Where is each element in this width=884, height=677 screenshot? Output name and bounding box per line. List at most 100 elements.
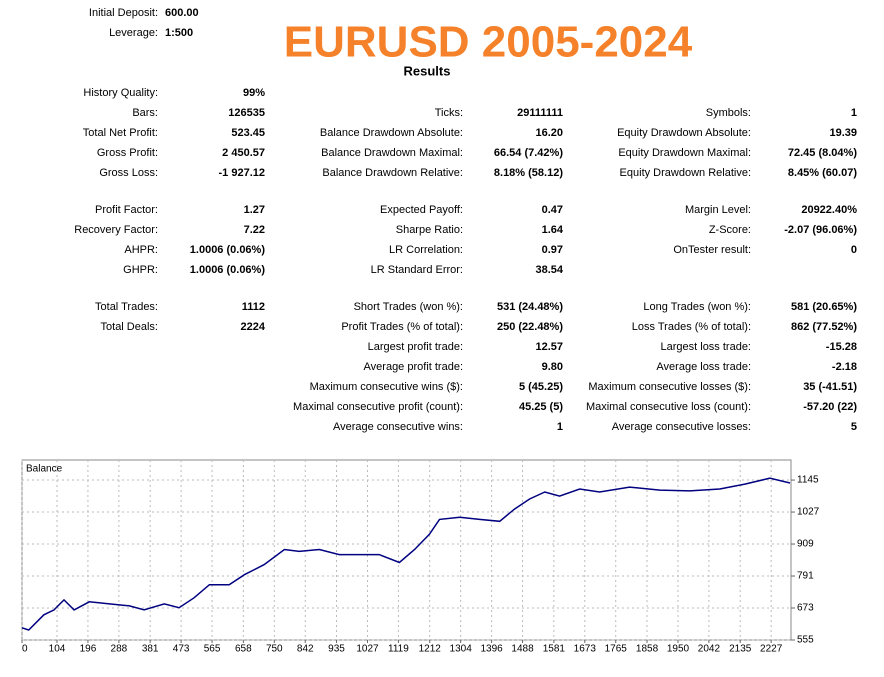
stat-value: 7.22 [244,224,265,236]
stat-label: Margin Level: [685,204,751,216]
title: EURUSD 2005-2024 [284,18,693,67]
x-tick-label: 1212 [419,644,442,655]
x-tick-label: 288 [111,644,128,655]
stat-value: 531 (24.48%) [497,301,563,313]
stat-label: Profit Factor: [95,204,158,216]
stat-value: 16.20 [535,127,563,139]
stat-value: 19.39 [829,127,857,139]
x-tick-label: 104 [49,644,66,655]
y-tick-label: 791 [797,571,814,582]
stat-label: Total Trades: [95,301,158,313]
stat-value: 2 450.57 [222,147,265,159]
stat-label: Maximal consecutive loss (count): [586,401,751,413]
stat-label: Largest loss trade: [661,341,752,353]
x-tick-label: 0 [22,644,28,655]
stat-value: 1 [851,107,857,119]
stat-value: 8.18% (58.12) [494,167,563,179]
stat-value: -2.18 [832,361,857,373]
x-tick-label: 1858 [636,644,659,655]
stat-value: 99% [243,87,265,99]
stat-label: LR Correlation: [389,244,463,256]
x-tick-label: 1673 [574,644,597,655]
y-tick-label: 1027 [797,507,820,518]
stat-label: Total Net Profit: [83,127,158,139]
stat-label: Equity Drawdown Maximal: [618,147,751,159]
stat-label: Loss Trades (% of total): [632,321,751,333]
stat-label: Profit Trades (% of total): [341,321,463,333]
x-tick-label: 565 [204,644,221,655]
stat-label: Average loss trade: [656,361,751,373]
stat-label: Leverage: [109,27,158,39]
x-tick-label: 196 [80,644,97,655]
x-tick-label: 1304 [450,644,473,655]
stat-label: Long Trades (won %): [643,301,751,313]
stat-label: Expected Payoff: [380,204,463,216]
chart-frame [21,459,792,641]
stat-value: 0 [851,244,857,256]
x-tick-label: 1950 [667,644,690,655]
stat-value: 20922.40% [801,204,857,216]
stat-label: Equity Drawdown Relative: [620,167,751,179]
stat-value: 1112 [242,301,265,313]
stat-value: 9.80 [542,361,563,373]
stat-value: 600.00 [165,7,199,19]
stat-value: 38.54 [535,264,563,276]
stat-value: 12.57 [535,341,563,353]
x-tick-label: 1765 [605,644,628,655]
x-tick-label: 2227 [760,644,783,655]
stat-value: 45.25 (5) [519,401,563,413]
stat-value: 35 (-41.51) [803,381,857,393]
x-tick-label: 1027 [356,644,379,655]
results-heading: Results [404,63,451,78]
y-tick-label: 1145 [797,475,819,486]
stat-value: 2224 [241,321,266,333]
stat-value: 72.45 (8.04%) [788,147,857,159]
stat-label: Largest profit trade: [368,341,463,353]
stat-label: Bars: [132,107,158,119]
stat-label: AHPR: [124,244,158,256]
stat-value: 862 (77.52%) [791,321,857,333]
stat-label: Balance Drawdown Absolute: [320,127,463,139]
stat-value: 1.27 [244,204,265,216]
x-tick-label: 2135 [729,644,752,655]
stat-label: Recovery Factor: [74,224,158,236]
stat-label: Short Trades (won %): [354,301,463,313]
stat-value: 581 (20.65%) [791,301,857,313]
stat-label: Ticks: [435,107,463,119]
x-tick-label: 381 [142,644,159,655]
x-tick-label: 1396 [480,644,503,655]
y-tick-label: 555 [797,635,814,646]
stat-value: 5 (45.25) [519,381,563,393]
stat-label: Symbols: [706,107,751,119]
stat-label: Average consecutive wins: [333,421,463,433]
stat-label: Initial Deposit: [89,7,158,19]
stat-label: Balance Drawdown Relative: [322,167,463,179]
stat-value: -15.28 [826,341,857,353]
stat-value: 1.0006 (0.06%) [190,244,266,256]
y-tick-label: 909 [797,539,814,550]
x-tick-label: 473 [173,644,190,655]
stat-label: GHPR: [123,264,158,276]
stat-label: OnTester result: [673,244,751,256]
stat-label: Maximum consecutive losses ($): [588,381,751,393]
x-tick-label: 658 [235,644,252,655]
stat-label: Maximal consecutive profit (count): [293,401,463,413]
stat-label: Total Deals: [101,321,158,333]
stat-value: 1.0006 (0.06%) [190,264,266,276]
stat-label: Sharpe Ratio: [396,224,463,236]
stat-value: 29111111 [517,107,563,119]
stat-label: Maximum consecutive wins ($): [310,381,463,393]
stat-label: Average profit trade: [364,361,463,373]
stat-value: 1.64 [542,224,564,236]
stat-value: 1:500 [165,27,193,39]
x-tick-label: 2042 [698,644,721,655]
stat-label: Gross Profit: [97,147,158,159]
x-tick-label: 935 [328,644,345,655]
stat-value: -2.07 (96.06%) [784,224,857,236]
stat-label: History Quality: [83,87,158,99]
stat-label: Gross Loss: [99,167,158,179]
stat-label: Average consecutive losses: [612,421,751,433]
stat-value: -1 927.12 [219,167,265,179]
stat-value: 126535 [228,107,265,119]
